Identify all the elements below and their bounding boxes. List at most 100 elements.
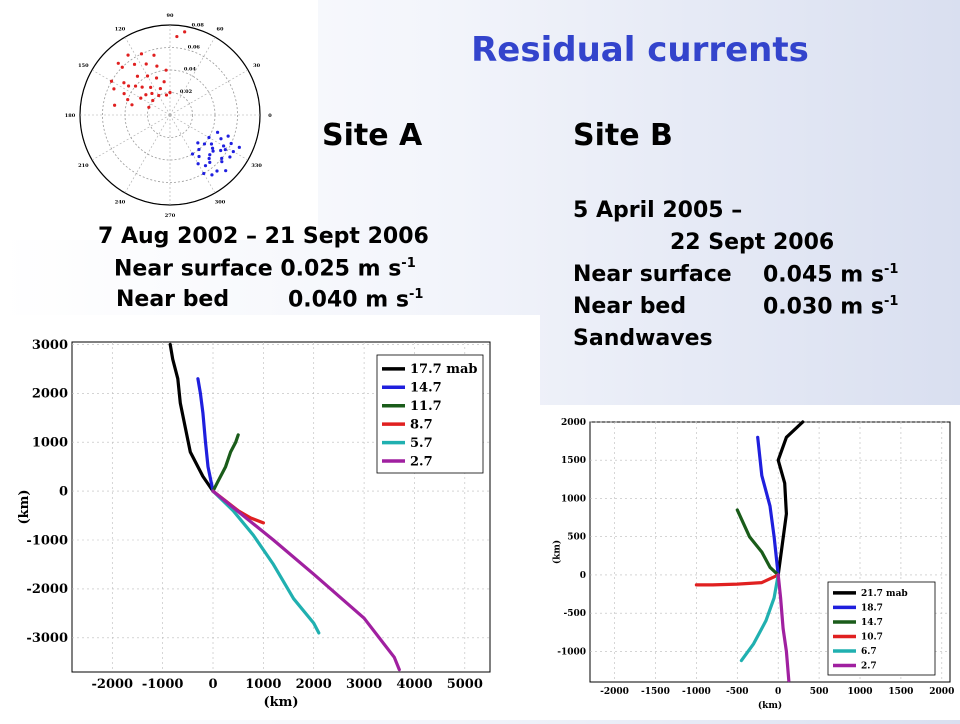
site-a-panel: -2000 -1000 0 1000 2000 3000 4000 5000 3000 2000 1…: [0, 315, 540, 720]
spoke: [91, 69, 171, 116]
legend-label: 5.7: [410, 436, 433, 451]
data-point: [130, 103, 134, 107]
x-tick-label: 1500: [888, 687, 913, 697]
x-tick-label: 2000: [929, 687, 954, 697]
data-point: [202, 142, 207, 146]
y-tick-label: 2000: [32, 387, 68, 402]
data-point: [208, 153, 212, 157]
x-tick-label: 4000: [396, 677, 432, 692]
data-point: [226, 134, 230, 138]
data-point: [183, 30, 187, 34]
site-a-dates: 7 Aug 2002 – 21 Sept 2006: [98, 224, 429, 249]
label: Near bed: [573, 294, 687, 320]
x-tick-label: -1000: [682, 687, 711, 697]
x-tick-label: 2000: [296, 677, 332, 692]
data-point: [196, 162, 200, 166]
data-point: [229, 141, 233, 146]
label: Near surface: [573, 262, 732, 288]
polar-panel: 90 60 30 0 330 300 270 240 210 180 150 120 0.02 0.04 0…: [0, 0, 318, 240]
legend-box: [827, 581, 936, 676]
radial-tick-label: 0.04: [184, 67, 197, 73]
x-axis-label: (km): [758, 700, 782, 711]
angle-tick-label: 240: [115, 200, 126, 206]
y-tick-label: 1000: [32, 436, 68, 451]
angle-tick-label: 90: [167, 13, 174, 19]
angle-tick-label: 180: [65, 113, 76, 119]
legend-label: 14.7: [410, 381, 442, 396]
y-tick-label: -3000: [26, 631, 68, 646]
x-tick-label: -1000: [142, 677, 184, 692]
radial-tick-label: 0.06: [188, 45, 201, 51]
series-line: [776, 573, 791, 683]
x-tick-label: -500: [726, 687, 749, 697]
page-title: Residual currents: [471, 30, 809, 70]
data-point: [215, 130, 220, 134]
x-tick-label: -2000: [92, 677, 134, 692]
value: 0.045 m s: [763, 262, 884, 288]
data-point: [207, 135, 211, 140]
series-line: [739, 573, 780, 663]
data-point: [133, 84, 138, 88]
x-tick-label: 5000: [447, 677, 483, 692]
spoke: [169, 36, 216, 116]
data-point: [152, 53, 156, 57]
y-tick-label: -500: [563, 609, 586, 619]
data-point: [139, 96, 143, 100]
data-point: [203, 164, 208, 168]
y-tick-label: -2000: [26, 582, 68, 597]
series-line: [694, 573, 780, 587]
series-line: [211, 489, 401, 672]
legend-label: 8.7: [410, 417, 433, 432]
data-point: [228, 155, 232, 159]
data-point: [220, 160, 224, 164]
data-point: [210, 146, 215, 150]
site-b-heading: Site B: [573, 118, 673, 153]
series-line: [735, 508, 780, 577]
angle-tick-label: 210: [78, 163, 89, 169]
data-point: [215, 169, 219, 173]
data-point: [109, 79, 114, 83]
data-point: [164, 93, 169, 97]
x-tick-label: -2000: [600, 687, 629, 697]
data-point: [190, 152, 195, 156]
data-point: [126, 98, 130, 102]
data-point: [113, 103, 117, 107]
legend-label: 2.7: [861, 662, 877, 672]
site-b-near-surface-row: Near surface 0.045 m s-1: [573, 262, 898, 287]
site-b-trajectory-chart: -2000 -1500 -1000 -500 0 500 1000 1500 2000 2000 1…: [551, 418, 954, 711]
data-point: [139, 52, 144, 56]
x-tick-label: 500: [810, 687, 829, 697]
y-tick-label: 500: [567, 533, 586, 543]
site-a-near-bed-row: Near bed 0.040 m s-1: [116, 287, 423, 312]
x-tick-label: 0: [208, 677, 217, 692]
series-line: [776, 420, 805, 577]
value: 0.025 m s: [280, 256, 402, 282]
spoke: [169, 69, 249, 116]
exponent: -1: [883, 262, 899, 277]
data-point: [210, 173, 214, 177]
legend-label: 21.7 mab: [861, 589, 908, 599]
data-point: [150, 91, 154, 96]
y-tick-label: 1500: [561, 456, 586, 466]
data-point: [207, 156, 211, 161]
data-point: [223, 147, 227, 152]
y-axis-label: (km): [551, 540, 562, 564]
data-point: [154, 76, 159, 80]
data-point: [209, 142, 214, 146]
data-point: [144, 62, 148, 66]
data-point: [122, 92, 126, 96]
angle-tick-label: 150: [78, 63, 89, 69]
series-line: [168, 342, 215, 493]
legend-box: [376, 354, 484, 474]
x-axis-label: (km): [263, 695, 298, 710]
data-point: [147, 105, 151, 109]
data-point: [237, 145, 241, 149]
data-point: [126, 84, 131, 88]
data-point: [132, 62, 137, 66]
data-point: [197, 154, 201, 159]
radial-ring: [102, 47, 238, 183]
data-point: [151, 98, 155, 103]
x-tick-label: -1500: [641, 687, 670, 697]
site-b-date-start: 5 April 2005 –: [573, 198, 743, 223]
value: 0.030 m s: [763, 294, 884, 320]
